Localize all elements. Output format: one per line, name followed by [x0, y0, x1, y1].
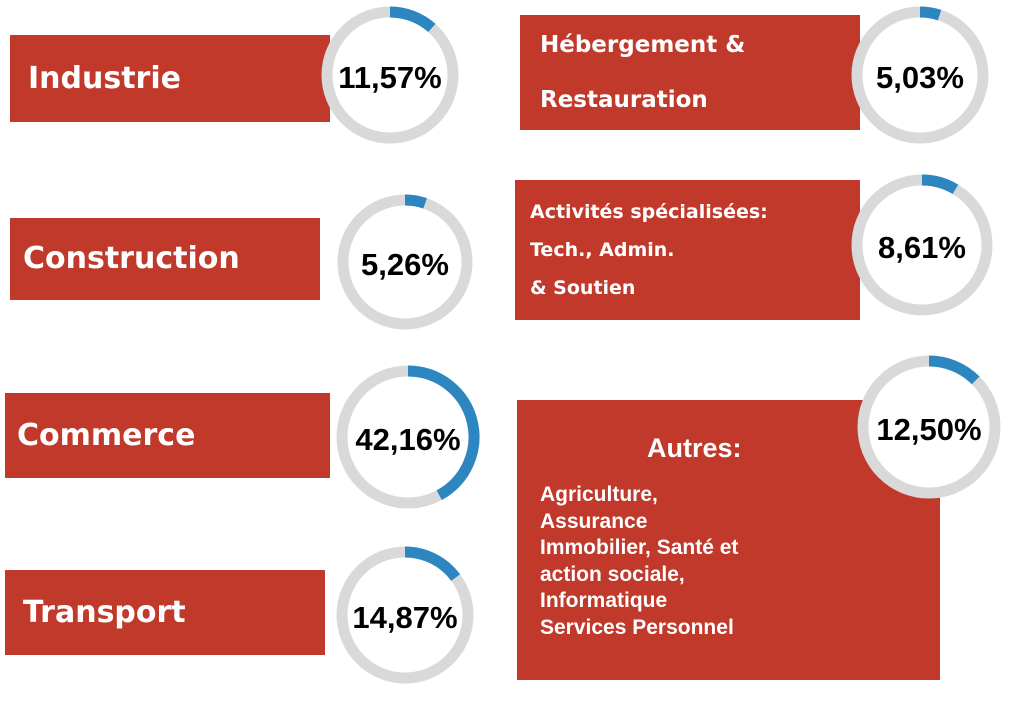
category-label: Construction [10, 218, 320, 300]
ring-arc [389, 6, 436, 33]
ring-arc [404, 194, 427, 209]
value-label: 14,87% [352, 600, 457, 635]
ring-arc [928, 355, 980, 385]
annotation: Agriculture, Assurance Immobilier, Santé… [540, 483, 739, 639]
ring-arc [404, 546, 461, 582]
category-label: Industrie [10, 35, 330, 122]
category-label: Hébergement & Restauration [520, 15, 860, 130]
value-label: 5,03% [876, 60, 964, 95]
ring-arc [407, 365, 480, 500]
value-label: 5,26% [361, 247, 449, 282]
category-label: Transport [5, 570, 325, 655]
ring-arc [919, 6, 942, 21]
value-label: 12,50% [876, 412, 981, 447]
value-label: 11,57% [338, 60, 441, 95]
ring-arc [921, 174, 959, 195]
category-label: Activités spécialisées: Tech., Admin. & … [515, 180, 860, 320]
value-label: 42,16% [355, 422, 460, 457]
value-label: 8,61% [878, 230, 966, 265]
category-label: Commerce [5, 393, 330, 478]
